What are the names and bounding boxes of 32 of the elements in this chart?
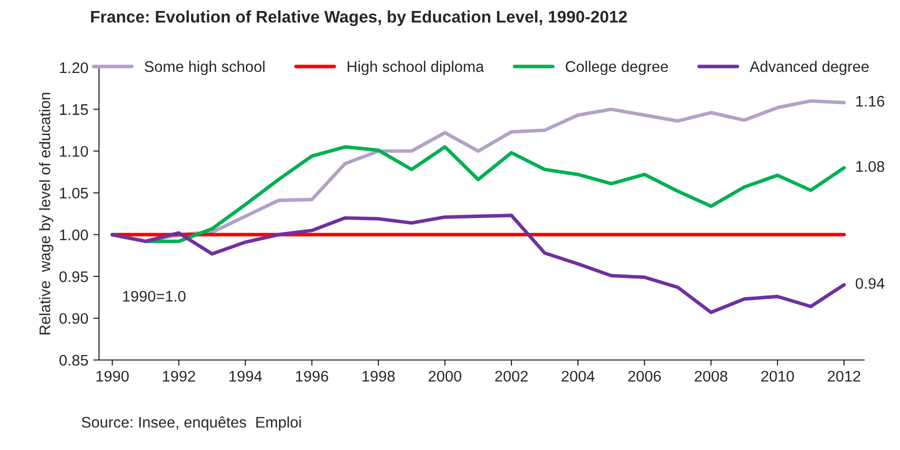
y-tick-label: 1.20 — [60, 62, 88, 74]
line-series — [110, 214, 846, 314]
x-tick-label: 1990 — [96, 370, 129, 382]
y-tick-label: 1.15 — [60, 104, 88, 115]
data-label: 1.16 — [856, 96, 884, 107]
x-tick-label: 2008 — [694, 370, 728, 382]
x-tick-label: 2004 — [562, 370, 595, 382]
y-tick-label: 1.05 — [60, 188, 88, 199]
y-tick-label: 0.85 — [59, 354, 88, 366]
annotation: 1990=1.0 — [123, 290, 186, 302]
data-label: 0.94 — [856, 278, 884, 289]
x-tick-label: 2006 — [628, 370, 661, 382]
legend-label: Some high school — [144, 60, 264, 76]
x-tick-label: 2012 — [828, 370, 860, 382]
y-tick-label: 1.10 — [60, 146, 88, 157]
y-tick-label: 0.90 — [59, 313, 88, 324]
source-note: Source: Insee, enquêtes Emploi — [82, 416, 301, 431]
legend-label: High school diploma — [348, 60, 484, 76]
x-tick-label: 2002 — [495, 370, 528, 382]
y-tick-label: 1.00 — [60, 230, 88, 240]
data-label: 1.08 — [856, 161, 884, 172]
y-tick-label: 0.95 — [59, 271, 88, 282]
legend-label: Advanced degree — [750, 60, 869, 76]
x-tick-label: 2010 — [761, 370, 794, 382]
x-tick-label: 1996 — [296, 370, 328, 382]
chart-title: France: Evolution of Relative Wages, by Education Level, 1990-2012 — [91, 10, 627, 26]
y-axis-title: Relative wage by level of education — [39, 92, 54, 334]
x-tick-label: 1992 — [163, 370, 196, 382]
x-tick-label: 1998 — [362, 370, 395, 382]
x-tick-label: 2000 — [428, 370, 462, 382]
legend-label: College degree — [566, 60, 668, 76]
x-tick-label: 1994 — [230, 370, 262, 382]
